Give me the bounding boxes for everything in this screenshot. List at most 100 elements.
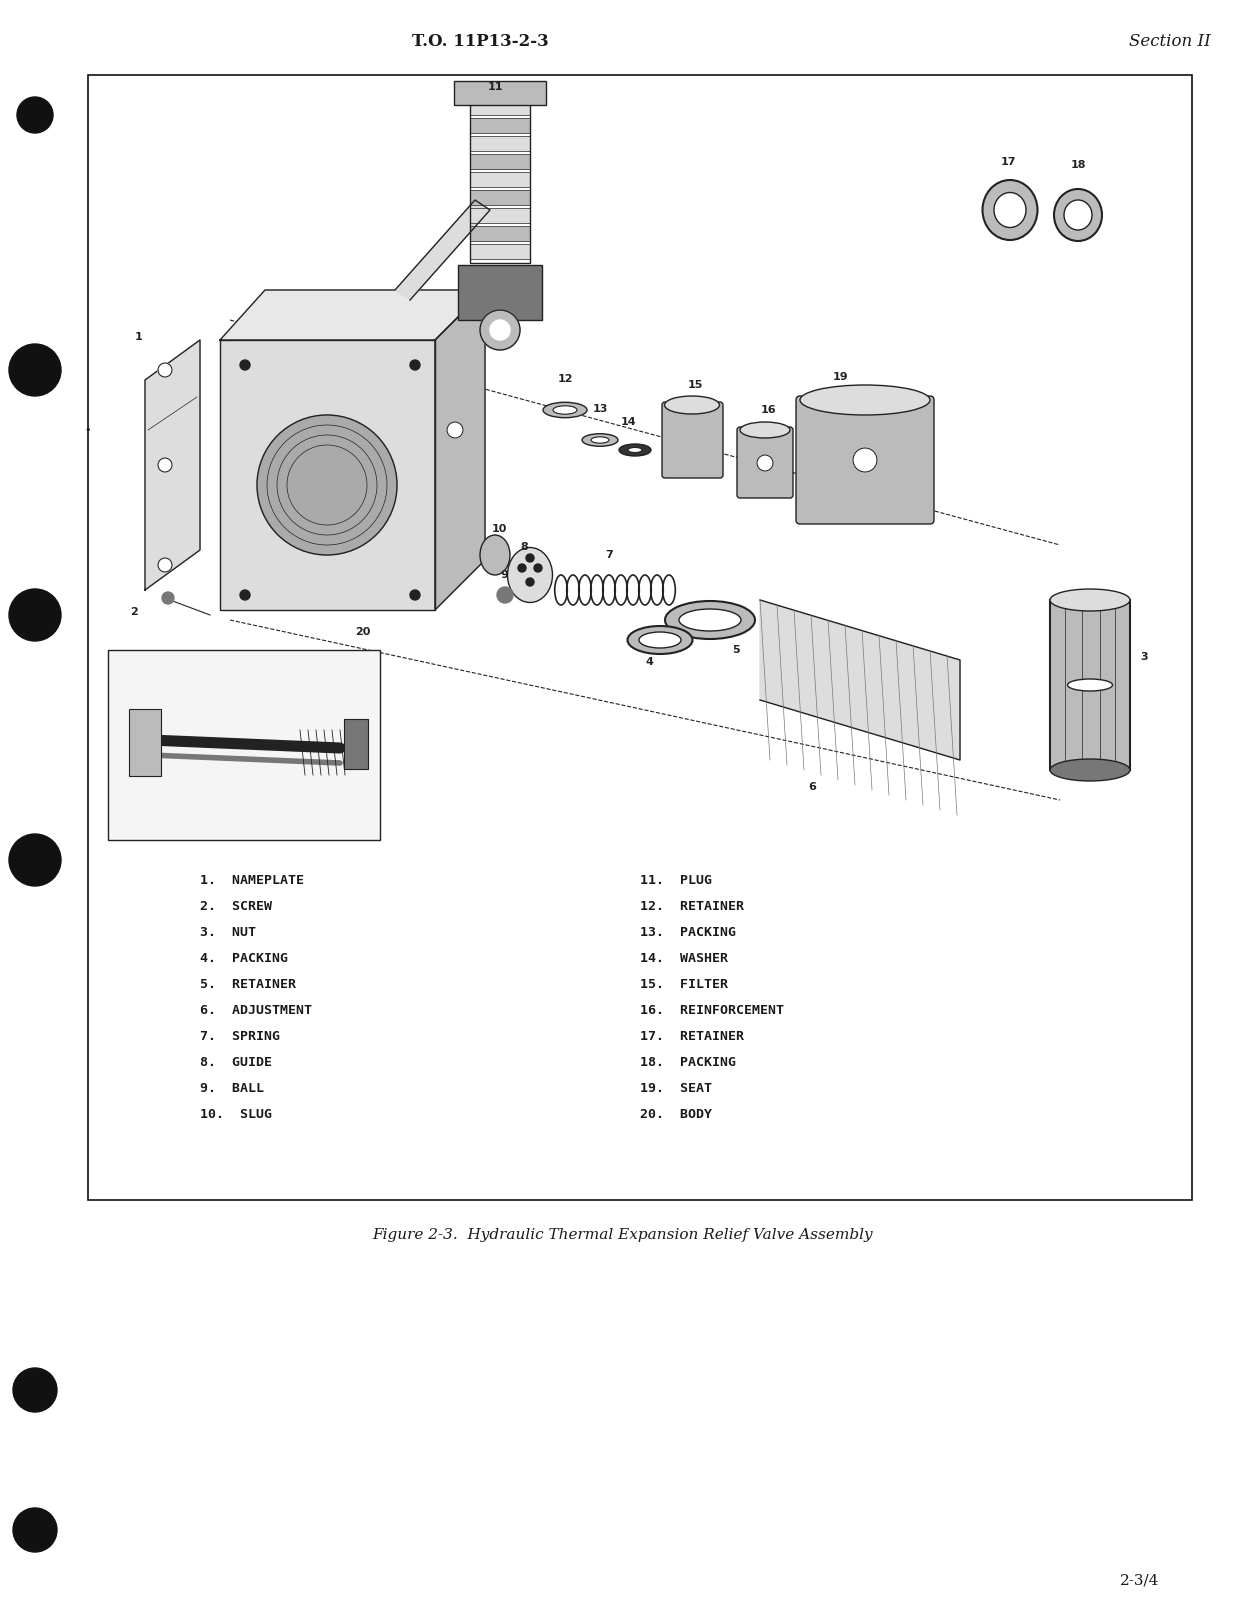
Circle shape (526, 555, 535, 563)
Bar (459, 264, 542, 321)
Text: 20.  BODY: 20. BODY (640, 1107, 711, 1120)
Bar (470, 118, 530, 134)
Bar (108, 650, 380, 840)
Bar (470, 208, 530, 222)
Text: 9: 9 (500, 571, 508, 580)
FancyBboxPatch shape (454, 81, 546, 105)
Text: 6.  ADJUSTMENT: 6. ADJUSTMENT (201, 1004, 312, 1017)
Ellipse shape (543, 403, 587, 418)
Bar (470, 172, 530, 187)
Text: 5.  RETAINER: 5. RETAINER (201, 977, 297, 990)
Polygon shape (221, 290, 485, 340)
Text: 4: 4 (645, 658, 653, 667)
Text: 20: 20 (355, 627, 370, 637)
Text: 4.  PACKING: 4. PACKING (201, 951, 288, 964)
Text: Figure 2-3.  Hydraulic Thermal Expansion Relief Valve Assembly: Figure 2-3. Hydraulic Thermal Expansion … (373, 1228, 873, 1241)
Bar (470, 98, 530, 263)
Bar (88, 76, 1192, 1199)
Circle shape (490, 321, 510, 340)
FancyBboxPatch shape (130, 709, 161, 775)
Ellipse shape (740, 422, 790, 438)
Circle shape (162, 592, 174, 604)
Ellipse shape (1050, 759, 1130, 780)
Text: 7.  SPRING: 7. SPRING (201, 1030, 280, 1043)
Text: T.O. 11P13-2-3: T.O. 11P13-2-3 (411, 34, 548, 50)
FancyBboxPatch shape (796, 397, 934, 524)
Text: 10: 10 (492, 524, 507, 534)
Text: 14: 14 (621, 418, 635, 427)
Ellipse shape (628, 625, 693, 654)
Ellipse shape (679, 609, 741, 630)
Bar (470, 243, 530, 260)
Text: 14.  WASHER: 14. WASHER (640, 951, 728, 964)
Ellipse shape (1050, 588, 1130, 611)
Bar (1050, 600, 1130, 771)
FancyBboxPatch shape (662, 401, 723, 479)
Circle shape (9, 343, 61, 397)
Ellipse shape (553, 406, 577, 414)
Circle shape (158, 558, 172, 572)
Ellipse shape (591, 437, 609, 443)
Text: 8: 8 (520, 542, 528, 551)
Text: 18: 18 (1070, 160, 1085, 169)
Text: 1.  NAMEPLATE: 1. NAMEPLATE (201, 874, 304, 887)
Ellipse shape (664, 397, 719, 414)
Polygon shape (435, 290, 485, 609)
Circle shape (9, 833, 61, 887)
Text: 1: 1 (135, 332, 143, 342)
Text: 10.  SLUG: 10. SLUG (201, 1107, 272, 1120)
Text: 15: 15 (688, 380, 703, 390)
Ellipse shape (582, 434, 618, 447)
Text: 2: 2 (130, 608, 138, 617)
Bar (470, 226, 530, 242)
Ellipse shape (1064, 200, 1091, 231)
Text: 17.  RETAINER: 17. RETAINER (640, 1030, 744, 1043)
Circle shape (535, 564, 542, 572)
Text: 7: 7 (606, 550, 613, 559)
Circle shape (480, 310, 520, 350)
Circle shape (854, 448, 877, 472)
Text: 16.  REINFORCEMENT: 16. REINFORCEMENT (640, 1004, 784, 1017)
Ellipse shape (1054, 189, 1101, 242)
Text: 6: 6 (807, 782, 816, 791)
Text: 2-3/4: 2-3/4 (1120, 1573, 1160, 1586)
Bar (470, 135, 530, 152)
Polygon shape (221, 340, 435, 609)
Text: 15.  FILTER: 15. FILTER (640, 977, 728, 990)
Text: 11: 11 (487, 82, 502, 92)
Text: 3.  NUT: 3. NUT (201, 925, 255, 938)
Circle shape (497, 587, 513, 603)
Text: 12.  RETAINER: 12. RETAINER (640, 899, 744, 912)
Circle shape (410, 359, 420, 371)
Ellipse shape (480, 535, 510, 575)
Ellipse shape (507, 548, 552, 603)
Polygon shape (395, 200, 490, 300)
Circle shape (17, 97, 54, 134)
Circle shape (758, 455, 773, 471)
Text: 3: 3 (1140, 651, 1148, 663)
Bar (470, 100, 530, 114)
Polygon shape (145, 340, 201, 590)
Text: Section II: Section II (1129, 34, 1211, 50)
Ellipse shape (1068, 679, 1113, 692)
Text: 19: 19 (832, 372, 847, 382)
Circle shape (410, 590, 420, 600)
FancyBboxPatch shape (736, 427, 792, 498)
Circle shape (526, 579, 535, 587)
Circle shape (12, 1369, 57, 1412)
Circle shape (240, 359, 250, 371)
Circle shape (158, 363, 172, 377)
Text: 19.  SEAT: 19. SEAT (640, 1082, 711, 1095)
Text: •: • (85, 426, 91, 435)
Circle shape (12, 1507, 57, 1552)
Text: 5: 5 (731, 645, 740, 654)
Circle shape (158, 458, 172, 472)
Circle shape (257, 414, 397, 555)
Ellipse shape (619, 443, 650, 456)
Text: 13.  PACKING: 13. PACKING (640, 925, 736, 938)
Text: 18.  PACKING: 18. PACKING (640, 1056, 736, 1069)
Bar (470, 190, 530, 205)
Circle shape (447, 422, 464, 438)
Text: 17: 17 (1001, 156, 1015, 168)
Ellipse shape (639, 632, 682, 648)
